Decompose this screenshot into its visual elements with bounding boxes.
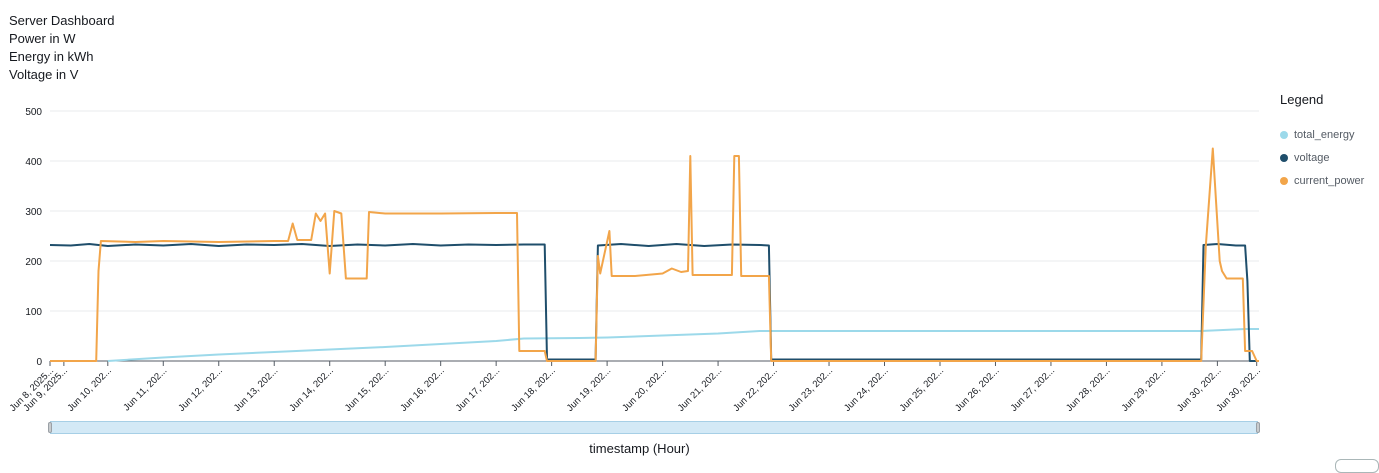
x-axis-title: timestamp (Hour): [589, 441, 690, 456]
legend-label-current-power: current_power: [1294, 174, 1365, 187]
x-tick-label: Jun 20, 202...: [620, 365, 668, 413]
x-tick-label: Jun 17, 202...: [454, 365, 502, 413]
x-tick-label: Jun 29, 202...: [1120, 365, 1168, 413]
power-unit-note: Power in W: [9, 31, 76, 46]
voltage-unit-note: Voltage in V: [9, 67, 79, 82]
x-tick-label: Jun 26, 202...: [953, 365, 1001, 413]
legend: Legend total_energy voltage current_powe…: [1280, 92, 1364, 192]
y-tick-label: 400: [25, 157, 42, 168]
x-tick-label: Jun 21, 202...: [676, 365, 724, 413]
range-brush-track[interactable]: [50, 421, 1258, 434]
y-tick-label: 300: [25, 207, 42, 218]
x-tick-label: Jun 28, 202...: [1064, 365, 1112, 413]
legend-label-total-energy: total_energy: [1294, 128, 1355, 141]
series-line-total-energy: [107, 328, 1259, 362]
y-tick-label: 500: [25, 107, 42, 118]
x-tick-label: Jun 22, 202...: [731, 365, 779, 413]
legend-dot-total-energy: [1280, 130, 1288, 139]
y-tick-label: 100: [25, 307, 42, 318]
legend-item-total-energy[interactable]: total_energy: [1280, 123, 1364, 146]
x-tick-label: Jun 13, 202...: [232, 365, 280, 413]
legend-item-current-power[interactable]: current_power: [1280, 169, 1364, 192]
x-tick-label: Jun 10, 202...: [65, 365, 113, 413]
chart-title-block: Server Dashboard Power in W Energy in kW…: [9, 12, 115, 84]
x-tick-label: Jun 14, 202...: [287, 365, 335, 413]
series-line-current-power: [50, 147, 1259, 362]
legend-label-voltage: voltage: [1294, 151, 1330, 164]
dashboard-title: Server Dashboard: [9, 13, 115, 28]
legend-item-voltage[interactable]: voltage: [1280, 146, 1364, 169]
x-tick-label: Jun 18, 202...: [509, 365, 557, 413]
x-tick-label: Jun 11, 202...: [121, 365, 169, 413]
x-tick-label: Jun 12, 202...: [176, 365, 224, 413]
legend-dot-current-power: [1280, 176, 1288, 185]
legend-dot-voltage: [1280, 153, 1288, 162]
y-tick-label: 200: [25, 257, 42, 268]
x-tick-label: Jun 25, 202...: [898, 365, 946, 413]
x-tick-label: Jun 24, 202...: [842, 365, 890, 413]
series-line-voltage: [49, 243, 1259, 362]
x-tick-label: Jun 15, 202...: [343, 365, 391, 413]
y-tick-label: 0: [36, 357, 42, 368]
range-brush-right-handle[interactable]: [1256, 422, 1260, 433]
x-tick-label: Jun 19, 202...: [565, 365, 613, 413]
x-tick-label: Jun 23, 202...: [787, 365, 835, 413]
range-brush-left-handle[interactable]: [48, 422, 52, 433]
legend-title: Legend: [1280, 92, 1324, 107]
energy-unit-note: Energy in kWh: [9, 49, 94, 64]
x-tick-label: Jun 16, 202...: [398, 365, 446, 413]
x-tick-label: Jun 27, 202...: [1009, 365, 1057, 413]
corner-tab[interactable]: [1335, 459, 1379, 473]
